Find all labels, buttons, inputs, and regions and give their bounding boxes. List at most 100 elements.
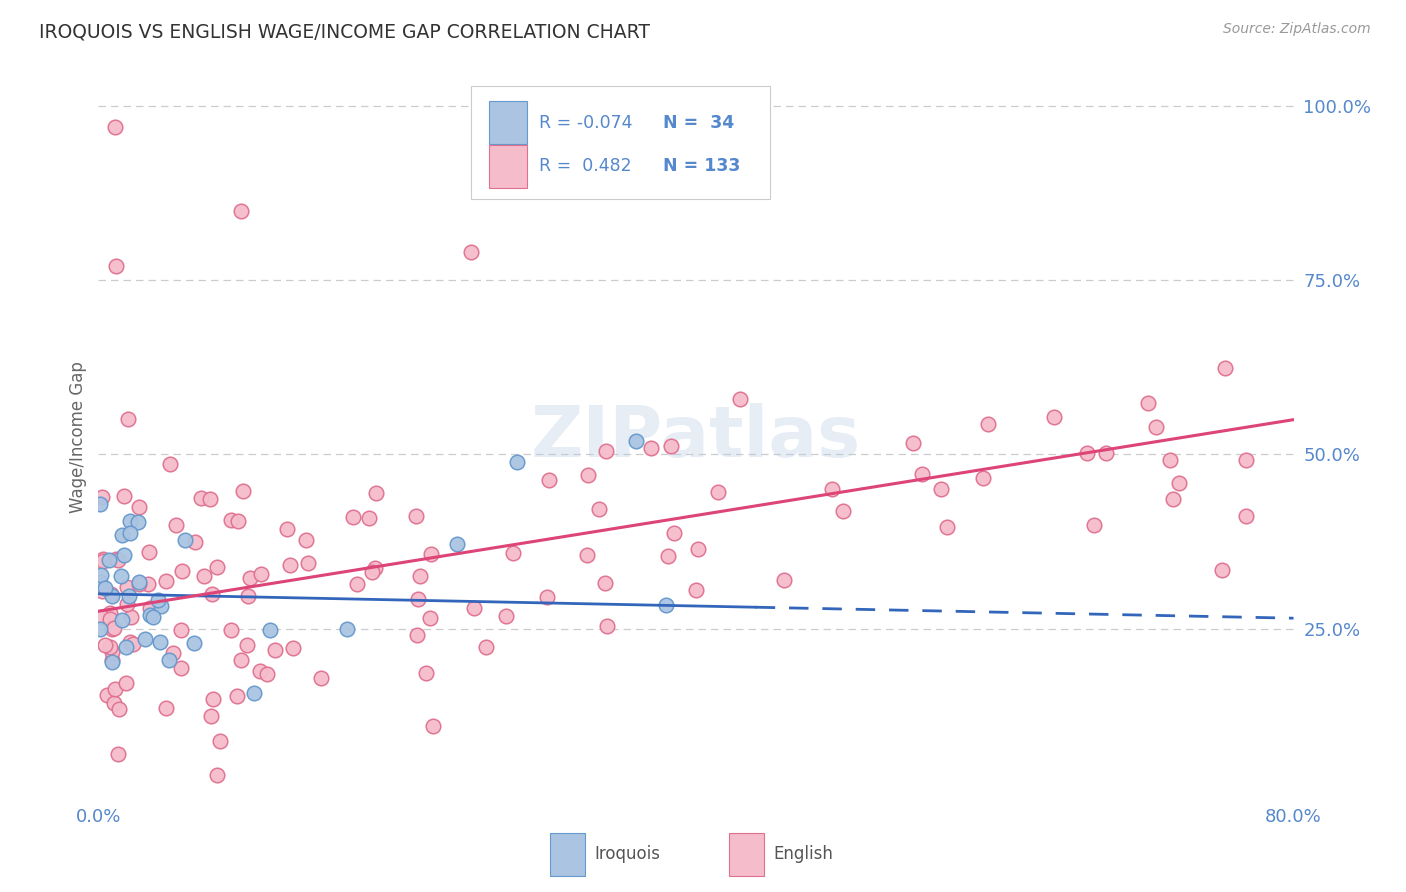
- Point: [281, 640, 304, 655]
- Point: [170, 564, 193, 578]
- Point: [264, 642, 287, 657]
- Point: [1211, 564, 1233, 578]
- Point: [128, 574, 150, 589]
- Point: [405, 508, 427, 523]
- Point: [120, 634, 142, 648]
- Point: [111, 528, 134, 542]
- Point: [1234, 508, 1257, 523]
- Point: [165, 518, 187, 533]
- Point: [406, 628, 429, 642]
- Point: [89, 568, 111, 582]
- Point: [89, 578, 111, 592]
- Point: [91, 551, 114, 566]
- Point: [229, 203, 252, 218]
- Point: [89, 622, 111, 636]
- FancyBboxPatch shape: [471, 86, 770, 200]
- Point: [183, 635, 205, 649]
- Point: [117, 411, 139, 425]
- Point: [463, 601, 485, 615]
- Point: [114, 640, 136, 655]
- Point: [104, 682, 127, 697]
- Point: [728, 392, 751, 406]
- Point: [1042, 410, 1064, 425]
- Point: [536, 590, 558, 604]
- Point: [360, 565, 382, 579]
- Text: Iroquois: Iroquois: [595, 845, 661, 863]
- FancyBboxPatch shape: [489, 101, 527, 145]
- Point: [101, 655, 124, 669]
- Point: [1234, 453, 1257, 467]
- Point: [364, 561, 387, 575]
- Point: [104, 260, 127, 274]
- Point: [537, 473, 560, 487]
- Point: [342, 510, 364, 524]
- Point: [184, 534, 207, 549]
- Point: [977, 417, 1000, 432]
- Point: [406, 591, 429, 606]
- Point: [128, 500, 150, 514]
- Point: [309, 671, 332, 685]
- Point: [972, 470, 994, 484]
- Point: [346, 576, 368, 591]
- Point: [1159, 453, 1181, 467]
- Point: [120, 610, 142, 624]
- Point: [98, 606, 121, 620]
- Point: [200, 708, 222, 723]
- Point: [100, 589, 122, 603]
- Point: [366, 485, 388, 500]
- Point: [136, 576, 159, 591]
- Point: [415, 666, 437, 681]
- Point: [100, 640, 122, 655]
- Point: [122, 637, 145, 651]
- Point: [115, 597, 138, 611]
- Point: [297, 557, 319, 571]
- Point: [588, 501, 610, 516]
- Point: [107, 552, 129, 566]
- Point: [357, 511, 380, 525]
- Point: [657, 549, 679, 564]
- Point: [170, 623, 193, 637]
- Point: [91, 610, 114, 624]
- Point: [201, 587, 224, 601]
- Point: [475, 640, 498, 655]
- Point: [259, 623, 281, 637]
- Point: [1095, 446, 1118, 460]
- Point: [107, 702, 129, 716]
- Point: [1076, 446, 1098, 460]
- Point: [688, 541, 710, 556]
- FancyBboxPatch shape: [550, 833, 585, 876]
- Point: [495, 609, 517, 624]
- Point: [831, 504, 853, 518]
- Point: [110, 568, 132, 582]
- Point: [150, 599, 173, 613]
- Point: [249, 665, 271, 679]
- Text: N =  34: N = 34: [662, 113, 734, 131]
- Point: [155, 701, 177, 715]
- Point: [198, 491, 221, 506]
- Point: [772, 573, 794, 587]
- Point: [103, 621, 125, 635]
- Point: [91, 554, 114, 568]
- Point: [97, 553, 120, 567]
- Point: [94, 581, 117, 595]
- Point: [901, 436, 924, 450]
- Point: [201, 692, 224, 706]
- Point: [159, 457, 181, 471]
- Point: [100, 653, 122, 667]
- Point: [89, 497, 111, 511]
- Point: [91, 490, 114, 504]
- Point: [104, 120, 127, 134]
- Point: [219, 623, 242, 637]
- Point: [236, 589, 259, 603]
- Point: [174, 533, 197, 547]
- Point: [112, 489, 135, 503]
- Point: [128, 577, 150, 591]
- Text: R = -0.074: R = -0.074: [540, 113, 633, 131]
- Point: [139, 601, 162, 615]
- Text: R =  0.482: R = 0.482: [540, 158, 633, 176]
- Point: [146, 592, 169, 607]
- Point: [139, 607, 162, 622]
- Point: [593, 575, 616, 590]
- Point: [1161, 492, 1184, 507]
- Point: [236, 638, 259, 652]
